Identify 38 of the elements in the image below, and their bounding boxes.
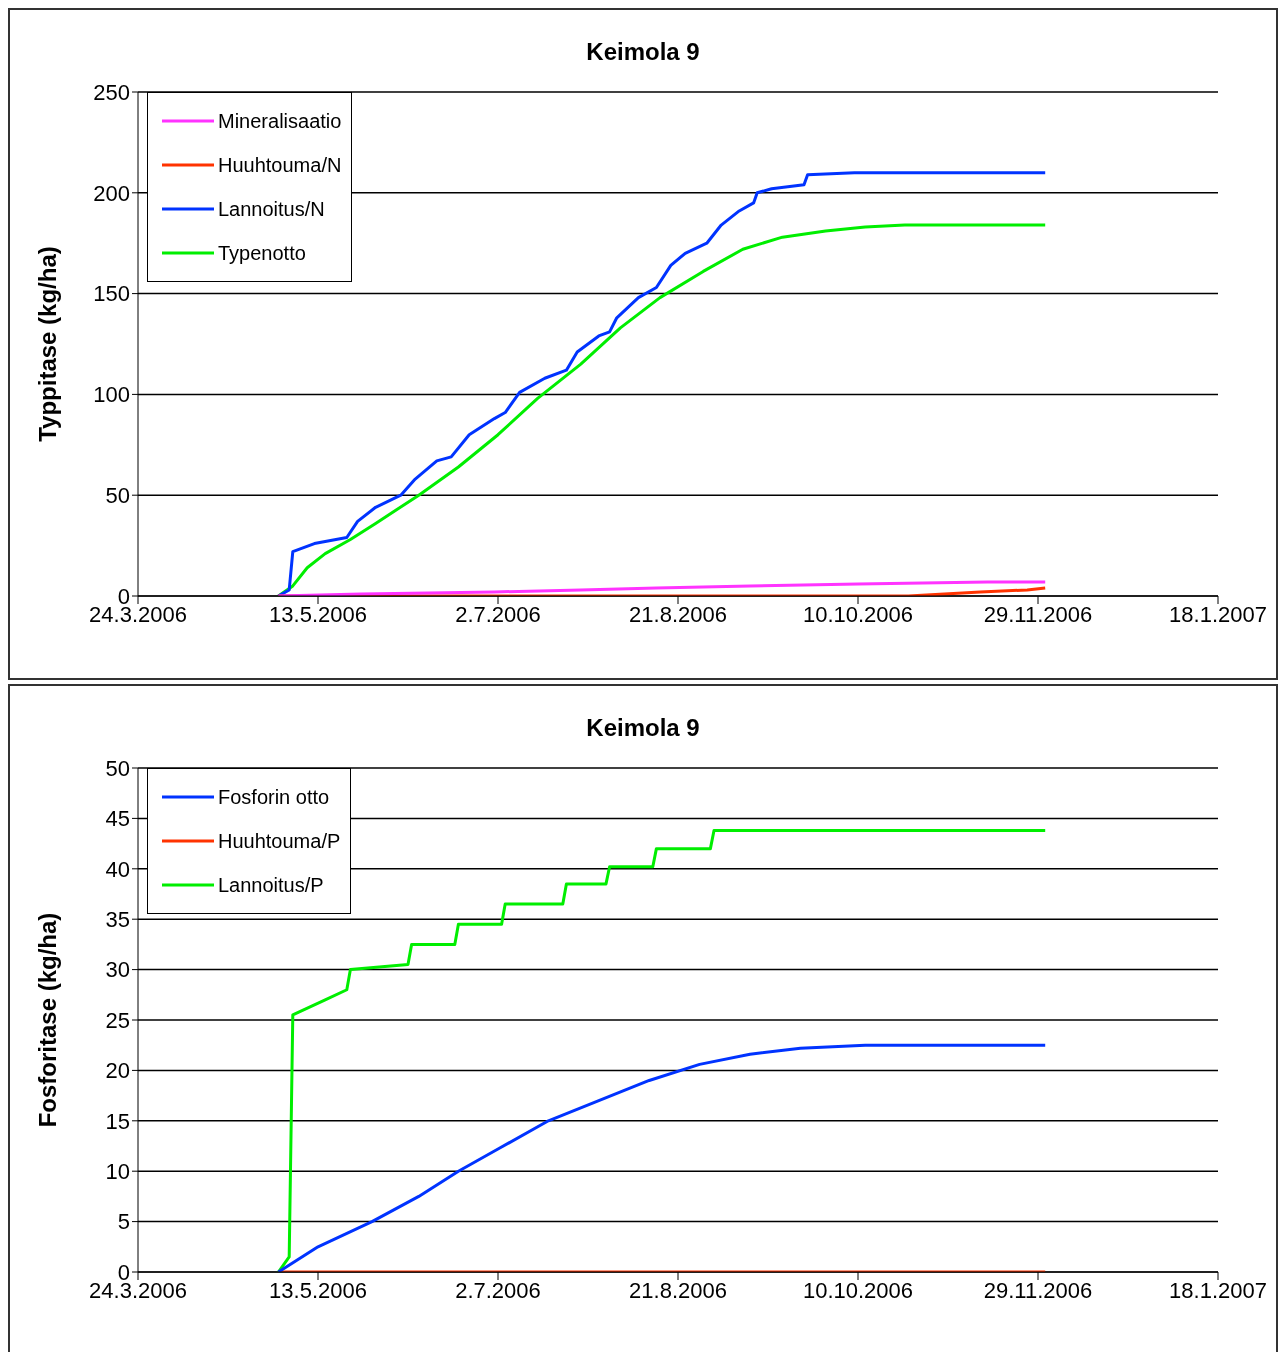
y-tick-label: 40 — [105, 856, 130, 882]
legend-label: Lannoitus/P — [218, 873, 324, 897]
x-tick-label: 21.8.2006 — [629, 601, 727, 627]
y-tick-label: 30 — [105, 957, 130, 983]
y-tick-label: 15 — [105, 1108, 130, 1134]
y-tick-label: 5 — [117, 1209, 130, 1235]
x-tick-label: 18.1.2007 — [1169, 601, 1267, 627]
legend-label: Fosforin otto — [218, 785, 330, 809]
x-tick-label: 2.7.2006 — [455, 601, 541, 627]
y-tick-label: 25 — [105, 1007, 130, 1033]
y-tick-label: 50 — [105, 483, 130, 509]
x-tick-label: 13.5.2006 — [269, 601, 367, 627]
x-tick-label: 29.11.2006 — [983, 1277, 1093, 1303]
y-tick-label: 10 — [105, 1159, 130, 1185]
y-tick-label: 35 — [105, 907, 130, 933]
legend-label: Lannoitus/N — [218, 197, 325, 221]
y-tick-label: 200 — [93, 180, 130, 206]
x-tick-label: 10.10.2006 — [802, 1277, 914, 1303]
y-tick-label: 250 — [93, 79, 130, 105]
legend-label: Mineralisaatio — [218, 109, 342, 133]
x-tick-label: 2.7.2006 — [455, 1277, 541, 1303]
y-axis-title: Fosforitase (kg/ha) — [34, 912, 62, 1128]
legend-label: Huuhtouma/N — [218, 153, 342, 177]
y-tick-label: 20 — [105, 1058, 130, 1084]
x-tick-label: 10.10.2006 — [802, 601, 914, 627]
x-tick-label: 29.11.2006 — [983, 601, 1093, 627]
chart-title: Keimola 9 — [585, 38, 701, 66]
x-tick-label: 18.1.2007 — [1169, 1277, 1267, 1303]
chart-title: Keimola 9 — [585, 714, 701, 742]
legend-label: Typenotto — [218, 241, 306, 265]
y-tick-label: 45 — [105, 806, 130, 832]
y-tick-label: 50 — [105, 755, 130, 781]
y-tick-label: 150 — [93, 281, 130, 307]
legend-label: Huuhtouma/P — [218, 829, 341, 853]
x-tick-label: 13.5.2006 — [269, 1277, 367, 1303]
y-axis-title: Typpitase (kg/ha) — [34, 246, 62, 442]
y-tick-label: 100 — [93, 382, 130, 408]
x-tick-label: 21.8.2006 — [629, 1277, 727, 1303]
